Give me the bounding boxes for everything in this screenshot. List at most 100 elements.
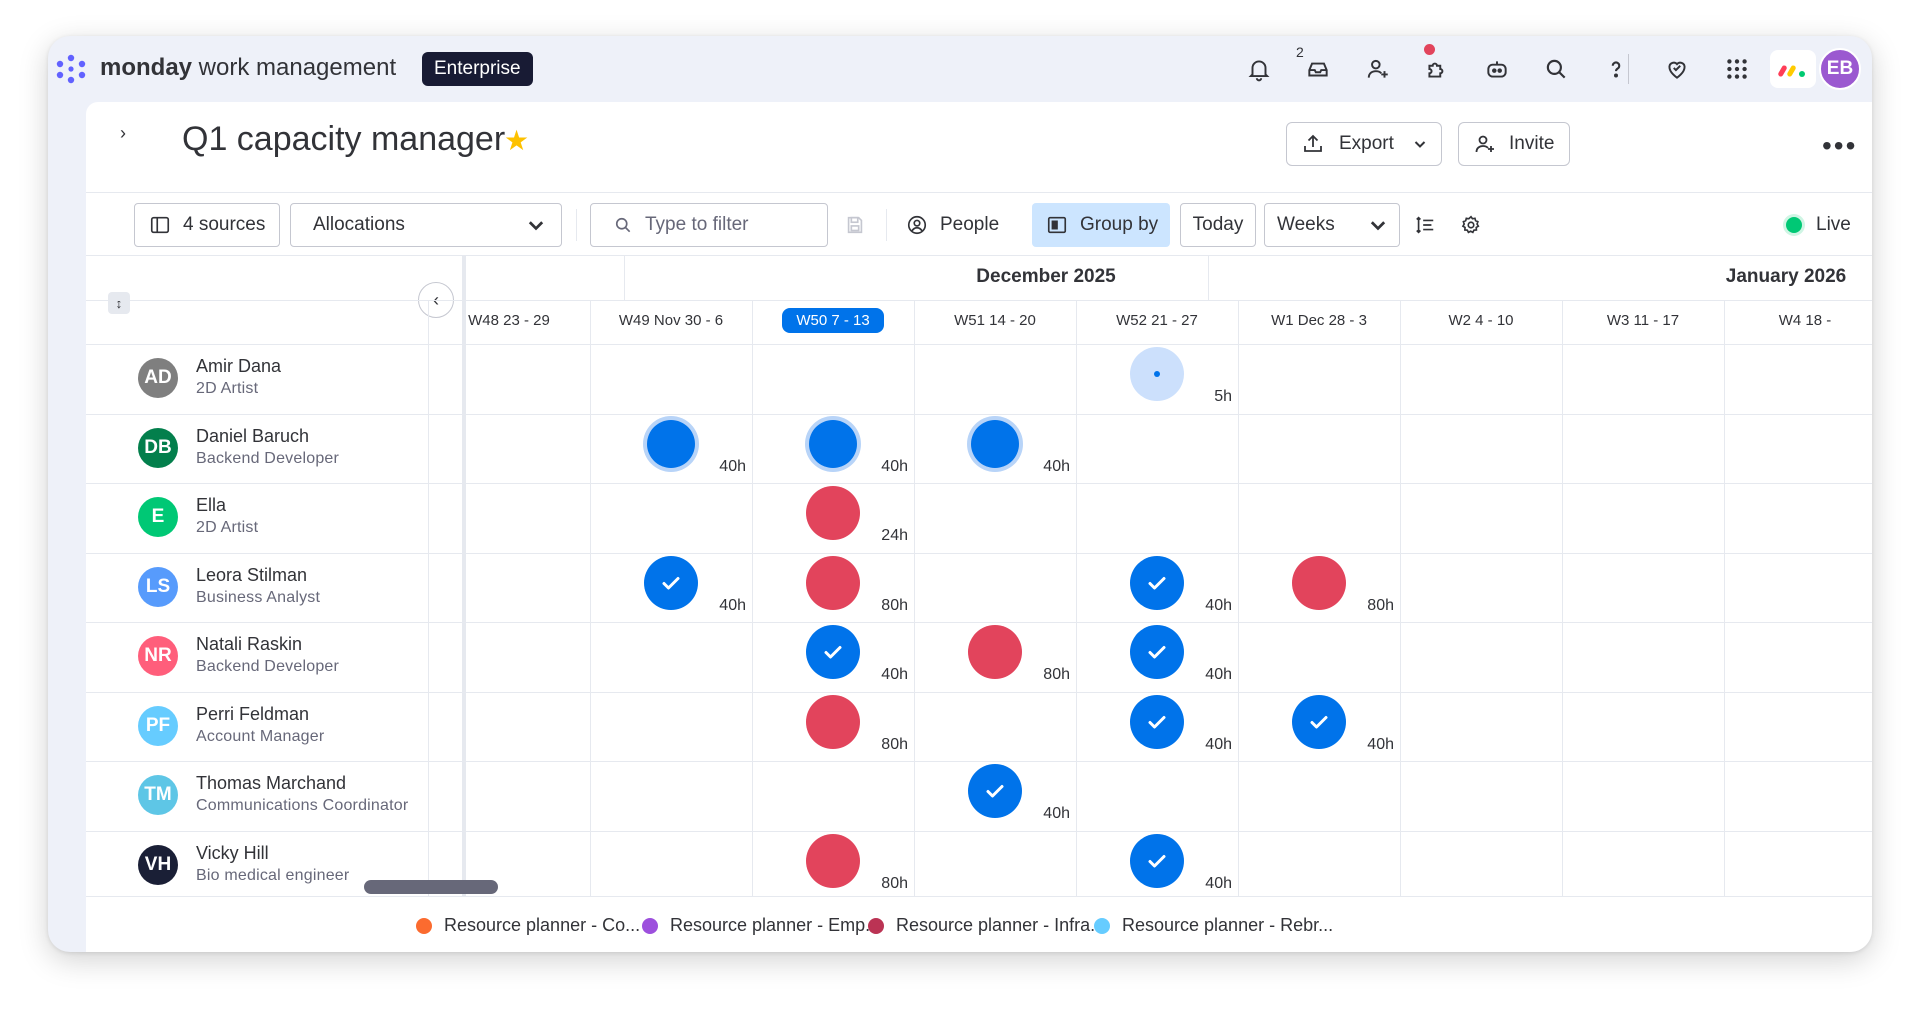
checkmark-icon xyxy=(1145,710,1169,734)
allocation-bubble[interactable] xyxy=(809,419,857,468)
allocation-completed-bubble[interactable] xyxy=(968,764,1022,818)
group-icon xyxy=(1047,216,1067,234)
allocation-completed-bubble[interactable] xyxy=(1130,555,1184,610)
checkmark-icon xyxy=(983,779,1007,803)
invite-button[interactable]: Invite xyxy=(1458,122,1570,166)
week-header[interactable]: W51 14 - 20 xyxy=(914,312,1076,329)
allocation-completed-bubble[interactable] xyxy=(806,625,860,679)
save-view-icon[interactable] xyxy=(844,203,874,247)
person-role: Backend Developer xyxy=(196,658,340,675)
ai-assistant-icon[interactable] xyxy=(1480,52,1514,86)
monday-logo-icon[interactable] xyxy=(52,50,90,88)
person-name: Perri Feldman xyxy=(196,703,310,724)
search-icon xyxy=(615,217,631,233)
inbox-icon[interactable] xyxy=(1301,52,1335,86)
allocation-hours: 80h xyxy=(881,735,908,753)
person-role: Business Analyst xyxy=(196,588,321,606)
row-divider xyxy=(86,483,1872,484)
week-header[interactable]: W4 18 - xyxy=(1724,312,1872,329)
allocation-completed-bubble[interactable] xyxy=(1292,694,1346,749)
person-name: Natali Raskin xyxy=(196,634,303,654)
allocation-bubble[interactable] xyxy=(1130,347,1184,401)
user-avatar[interactable]: EB xyxy=(1819,48,1861,90)
legend-item[interactable]: Resource planner - Rebr... xyxy=(1094,915,1333,936)
checkmark-icon xyxy=(1307,710,1331,734)
invite-member-icon[interactable] xyxy=(1361,52,1395,86)
notifications-bell-icon[interactable] xyxy=(1242,52,1276,86)
chevron-down-icon xyxy=(528,221,544,231)
group-by-button[interactable]: Group by xyxy=(1032,203,1170,247)
row-height-icon[interactable] xyxy=(1414,203,1444,247)
week-header[interactable]: W1 Dec 28 - 3 xyxy=(1238,312,1400,329)
allocation-bubble[interactable] xyxy=(971,419,1019,468)
allocation-completed-bubble[interactable] xyxy=(1130,625,1184,679)
allocation-completed-bubble[interactable] xyxy=(644,555,698,610)
legend-item[interactable]: Resource planner - Emp... xyxy=(642,915,880,936)
more-options-icon[interactable]: ••• xyxy=(1822,130,1858,161)
person-row[interactable]: PF Perri Feldman Account Manager xyxy=(86,692,466,761)
row-divider xyxy=(86,622,1872,623)
legend-item[interactable]: Resource planner - Infra... xyxy=(868,915,1105,936)
week-label: W48 23 - 29 xyxy=(468,312,550,329)
person-row[interactable]: LS Leora Stilman Business Analyst xyxy=(86,553,466,622)
allocation-bubble[interactable] xyxy=(806,833,860,888)
allocation-hours: 40h xyxy=(881,457,908,475)
person-name: Amir Dana xyxy=(196,356,282,376)
person-circle-icon xyxy=(907,215,927,235)
allocation-bubble[interactable] xyxy=(806,555,860,610)
sources-button[interactable]: 4 sources xyxy=(134,203,280,247)
search-icon[interactable] xyxy=(1539,52,1573,86)
header-divider xyxy=(86,300,1872,301)
person-row[interactable]: AD Amir Dana 2D Artist xyxy=(86,344,466,413)
sort-icon[interactable]: ↕ xyxy=(108,292,130,314)
app-switcher-grid-icon[interactable] xyxy=(1720,52,1754,86)
product-logo-icon[interactable] xyxy=(1770,50,1816,88)
filter-input[interactable]: Type to filter xyxy=(590,203,828,247)
favorites-heart-icon[interactable] xyxy=(1660,52,1694,86)
horizontal-scrollbar[interactable] xyxy=(364,880,498,894)
allocation-bubble[interactable] xyxy=(806,486,860,540)
week-label: W2 4 - 10 xyxy=(1448,312,1514,329)
legend-label: Resource planner - Infra... xyxy=(896,915,1106,935)
apps-puzzle-icon[interactable] xyxy=(1420,52,1454,86)
people-column: ↕ ‹ AD Amir Dana 2D Artist DB Daniel Baruch B… xyxy=(86,256,466,896)
expand-sidebar-button[interactable]: › xyxy=(108,118,138,148)
allocation-completed-bubble[interactable] xyxy=(1130,833,1184,888)
week-header[interactable]: W52 21 - 27 xyxy=(1076,312,1238,329)
legend-item[interactable]: Resource planner - Co... xyxy=(416,915,640,936)
view-select[interactable]: Allocations xyxy=(290,203,562,247)
week-header[interactable]: W49 Nov 30 - 6 xyxy=(590,312,752,329)
week-header[interactable]: W48 23 - 29 xyxy=(428,312,590,329)
allocation-hours: 40h xyxy=(881,666,908,683)
week-header[interactable]: W2 4 - 10 xyxy=(1400,312,1562,329)
allocation-bubble[interactable] xyxy=(806,694,860,749)
person-row[interactable]: DB Daniel Baruch Backend Developer xyxy=(86,414,466,483)
legend-label: Resource planner - Emp... xyxy=(670,915,881,935)
checkmark-icon xyxy=(659,571,683,595)
today-button[interactable]: Today xyxy=(1180,203,1256,247)
help-icon[interactable] xyxy=(1599,52,1633,86)
allocation-hours: 40h xyxy=(1367,735,1394,753)
checkmark-icon xyxy=(1145,571,1169,595)
allocation-completed-bubble[interactable] xyxy=(1130,694,1184,749)
month-divider xyxy=(624,256,625,300)
people-filter-button[interactable]: People xyxy=(906,203,1016,247)
allocation-bubble[interactable] xyxy=(968,625,1022,679)
allocation-hours: 40h xyxy=(719,457,746,475)
export-button[interactable]: Export xyxy=(1286,122,1442,166)
person-row[interactable]: VH Vicky Hill Bio medical engineer xyxy=(86,831,466,897)
range-select[interactable]: Weeks xyxy=(1264,203,1400,247)
allocation-bubble[interactable] xyxy=(647,419,695,468)
person-row[interactable]: NR Natali Raskin Backend Developer xyxy=(86,622,466,691)
week-header[interactable]: W50 7 - 13 xyxy=(752,308,914,333)
person-row[interactable]: TM Thomas Marchand Communications Coordina… xyxy=(86,761,466,830)
person-row[interactable]: E Ella 2D Artist xyxy=(86,483,466,552)
week-header[interactable]: W3 11 - 17 xyxy=(1562,312,1724,329)
allocation-bubble[interactable] xyxy=(1292,555,1346,610)
toolbar: 4 sources Allocations Type to filter Peo… xyxy=(86,192,1872,256)
inbox-count-badge: 2 xyxy=(1296,44,1304,60)
person-name: Vicky Hill xyxy=(196,842,269,863)
favorite-star-icon[interactable]: ★ xyxy=(504,125,530,156)
settings-gear-icon[interactable] xyxy=(1460,203,1490,247)
person-name: Daniel Baruch xyxy=(196,425,310,446)
